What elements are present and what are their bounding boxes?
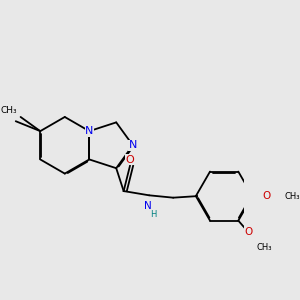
Text: CH₃: CH₃: [257, 244, 272, 253]
Text: N: N: [144, 201, 152, 211]
Text: N: N: [85, 126, 94, 136]
Text: CH₃: CH₃: [285, 192, 300, 201]
Text: O: O: [244, 227, 252, 237]
Text: CH₃: CH₃: [1, 106, 17, 116]
Text: H: H: [150, 211, 156, 220]
Text: O: O: [126, 154, 134, 165]
Text: N: N: [129, 140, 137, 150]
Text: O: O: [262, 191, 271, 201]
